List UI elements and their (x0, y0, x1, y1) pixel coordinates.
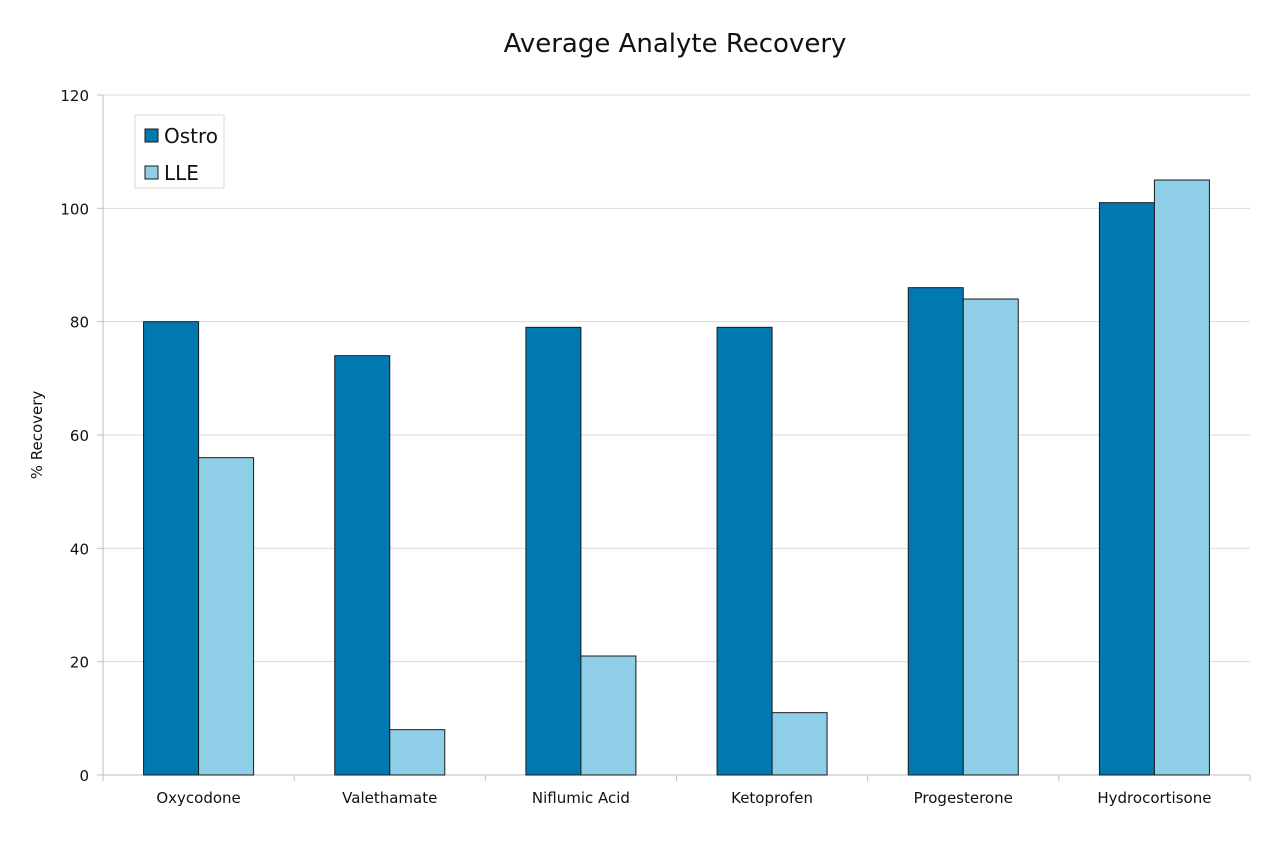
bar-ostro-hydrocortisone (1098, 202, 1155, 776)
bar-lle-oxycodone (198, 457, 255, 776)
legend-swatch-lle (144, 165, 159, 180)
x-category-label: Progesterone (914, 789, 1013, 807)
bar-ostro-progesterone (907, 287, 964, 776)
legend-label-ostro: Ostro (164, 124, 218, 148)
y-tick-label: 120 (60, 87, 89, 105)
gridlines (103, 94, 1250, 663)
y-tick-label: 20 (70, 654, 89, 672)
chart-title: Average Analyte Recovery (504, 29, 847, 59)
x-category-label: Hydrocortisone (1097, 789, 1211, 807)
bar-ostro-ketoprofen (716, 326, 773, 776)
y-tick-label: 60 (70, 427, 89, 445)
y-tick-label: 0 (79, 767, 89, 785)
y-tick-label: 80 (70, 314, 89, 332)
legend: Ostro LLE (134, 114, 225, 189)
x-category-label: Niflumic Acid (532, 789, 630, 807)
legend-label-lle: LLE (164, 161, 199, 185)
tick-labels: 0 20 40 60 80 100 120 Oxycodone Valethamate Niflu… (60, 87, 1211, 807)
bar-ostro-valethamate (334, 355, 391, 776)
bar-ostro-niflumic-acid (525, 326, 582, 776)
bar-lle-valethamate (389, 729, 446, 776)
bars (143, 179, 1210, 776)
bar-lle-ketoprofen (771, 712, 828, 776)
legend-swatch-ostro (144, 128, 159, 143)
bar-ostro-oxycodone (143, 321, 200, 776)
y-tick-label: 40 (70, 540, 89, 558)
bar-lle-progesterone (962, 298, 1019, 776)
y-axis-title: % Recovery (28, 391, 46, 480)
x-category-label: Oxycodone (156, 789, 240, 807)
bar-lle-niflumic-acid (580, 655, 637, 776)
x-category-label: Ketoprofen (731, 789, 813, 807)
bar-lle-hydrocortisone (1153, 179, 1210, 776)
x-category-label: Valethamate (342, 789, 437, 807)
axes (97, 94, 1251, 781)
y-tick-label: 100 (60, 200, 89, 218)
